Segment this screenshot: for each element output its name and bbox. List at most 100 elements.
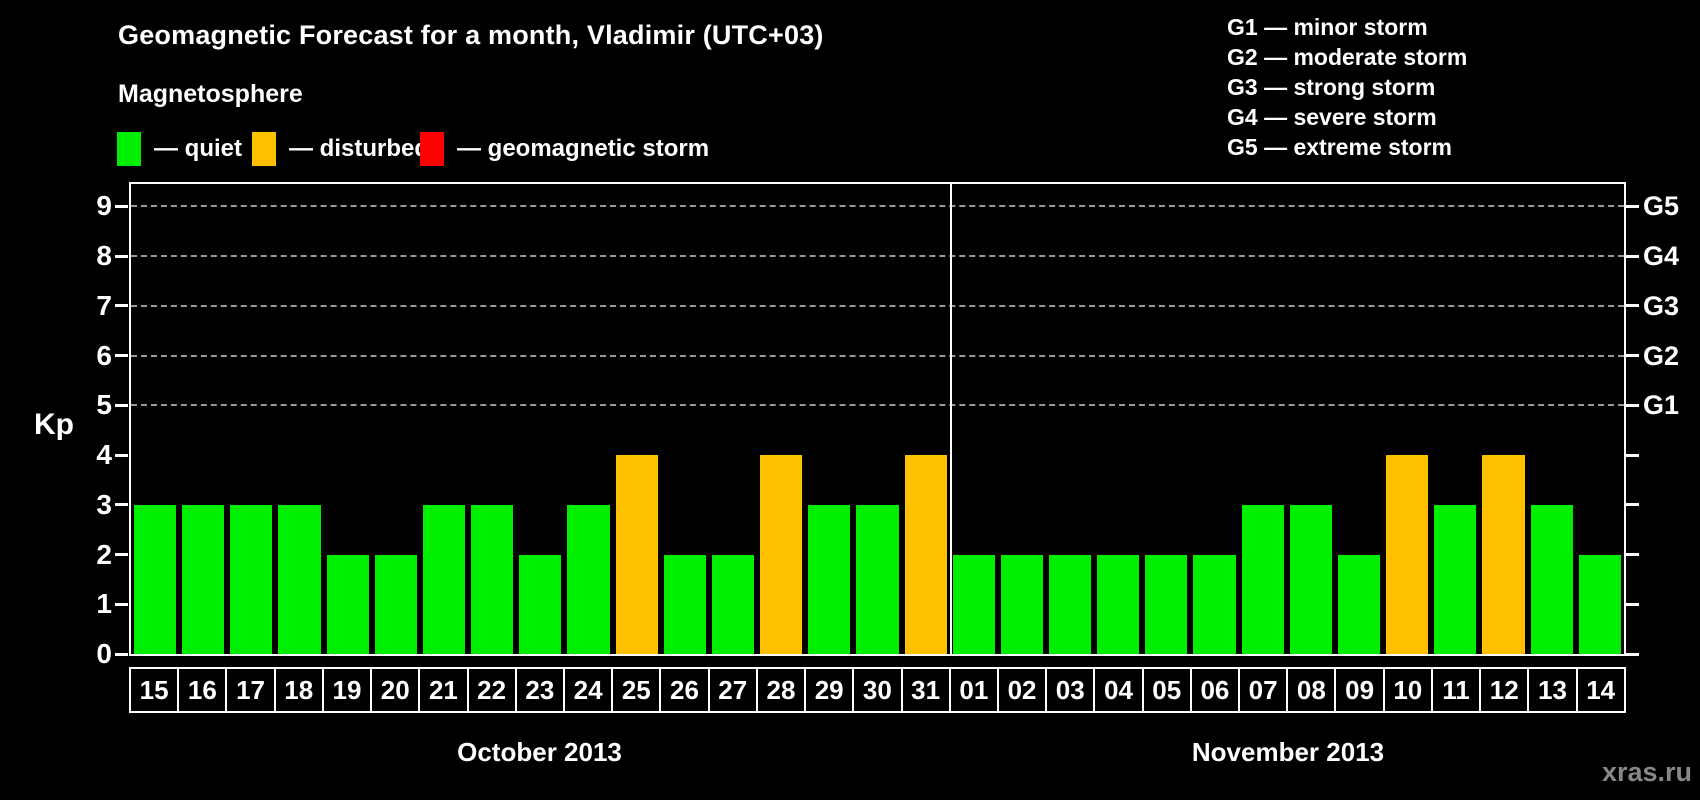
day-label-20: 20 [370, 667, 421, 713]
legend-label-storm: — geomagnetic storm [457, 135, 710, 162]
day-label-15: 15 [129, 667, 180, 713]
month-separator-line [949, 184, 952, 654]
kp-bar-day-22-value-3 [471, 504, 514, 654]
right-tick-kp-4 [1626, 453, 1639, 457]
y-tick-label-8: 8 [96, 240, 112, 272]
bar-column-day-26 [661, 184, 709, 654]
disturbed-color-swatch [252, 132, 276, 166]
day-label-14: 14 [1575, 667, 1626, 713]
bar-column-day-17 [227, 184, 275, 654]
day-label-02: 02 [996, 667, 1048, 713]
g-legend-line-g1: G1 — minor storm [1227, 14, 1428, 40]
bar-column-day-19 [324, 184, 372, 654]
gridline-kp-5 [131, 404, 1624, 407]
day-label-05: 05 [1141, 667, 1192, 713]
kp-bar-day-18-value-3 [278, 504, 321, 654]
kp-bar-day-10-value-4 [1386, 455, 1429, 654]
right-tick-kp-1 [1626, 602, 1639, 606]
kp-bar-day-07-value-3 [1241, 504, 1284, 654]
kp-bar-day-03-value-2 [1048, 554, 1092, 654]
kp-bar-day-05-value-2 [1145, 554, 1188, 654]
left-tick-kp-6 [115, 354, 128, 358]
kp-bar-day-29-value-3 [808, 504, 851, 654]
bar-column-day-11 [1431, 184, 1479, 654]
g-axis-label-g2: G2 [1643, 340, 1680, 371]
day-label-22: 22 [466, 667, 517, 713]
kp-bar-day-31-value-4 [904, 455, 947, 654]
day-label-29: 29 [804, 667, 855, 713]
bars-layer [131, 184, 1624, 654]
right-tick-kp-5 [1626, 403, 1639, 407]
bar-column-day-27 [709, 184, 757, 654]
day-label-17: 17 [225, 667, 276, 713]
bar-column-day-09 [1335, 184, 1383, 654]
left-tick-kp-3 [115, 503, 128, 507]
day-label-08: 08 [1286, 667, 1337, 713]
left-tick-kp-4 [115, 453, 128, 457]
kp-bar-day-17-value-3 [230, 504, 273, 654]
bar-column-day-02 [998, 184, 1046, 654]
kp-bar-day-06-value-2 [1193, 554, 1236, 654]
bar-column-day-16 [179, 184, 227, 654]
right-tick-kp-7 [1626, 304, 1639, 308]
g-axis-label-g1: G1 [1643, 390, 1680, 421]
y-tick-label-7: 7 [96, 289, 112, 321]
gridline-kp-8 [131, 255, 1624, 258]
day-label-21: 21 [418, 667, 469, 713]
storm-color-swatch [420, 132, 444, 166]
kp-bar-day-21-value-3 [422, 504, 466, 654]
day-label-11: 11 [1430, 667, 1482, 713]
bar-column-day-15 [131, 184, 179, 654]
bar-column-day-29 [805, 184, 853, 654]
magnetosphere-legend-title: Magnetosphere [118, 80, 303, 108]
watermark-xras: xras.ru [1601, 757, 1692, 787]
legend-item-quiet: — quiet [117, 130, 242, 168]
y-tick-label-4: 4 [96, 439, 112, 471]
bar-column-day-22 [468, 184, 516, 654]
gridline-kp-6 [131, 354, 1624, 357]
bar-column-day-21 [420, 184, 468, 654]
day-label-10: 10 [1382, 667, 1433, 713]
bar-column-day-25 [613, 184, 661, 654]
day-label-18: 18 [273, 667, 324, 713]
kp-bar-day-12-value-4 [1482, 455, 1525, 654]
kp-bar-day-19-value-2 [326, 554, 369, 654]
x-axis-day-labels: 15 16 17 18 19 20 21 22 23 24 25 26 27 28 29 30 31 01 02 03… [129, 667, 1626, 713]
bar-column-day-04 [1094, 184, 1142, 654]
right-tick-kp-0 [1626, 652, 1639, 656]
bar-column-day-12 [1479, 184, 1527, 654]
left-tick-kp-8 [115, 254, 128, 258]
day-label-13: 13 [1527, 667, 1578, 713]
bar-column-day-08 [1287, 184, 1335, 654]
y-axis-title: Kp [34, 408, 74, 441]
left-tick-kp-9 [115, 204, 128, 208]
month-label-october: October 2013 [457, 737, 622, 767]
month-label-november: November 2013 [1191, 737, 1385, 767]
bar-column-day-23 [516, 184, 564, 654]
day-label-24: 24 [562, 667, 614, 713]
g-legend-line-g5: G5 — extreme storm [1227, 134, 1452, 160]
kp-bar-day-24-value-3 [567, 504, 610, 654]
g-axis-label-g5: G5 [1643, 191, 1680, 222]
y-tick-label-3: 3 [96, 488, 112, 520]
y-tick-label-6: 6 [96, 339, 112, 371]
bar-column-day-24 [564, 184, 612, 654]
legend-label-disturbed: — disturbed [289, 135, 430, 162]
bar-column-day-20 [372, 184, 420, 654]
kp-bar-day-09-value-2 [1337, 554, 1381, 654]
day-label-09: 09 [1334, 667, 1385, 713]
day-label-03: 03 [1045, 667, 1096, 713]
kp-bar-day-26-value-2 [663, 554, 706, 654]
right-tick-kp-3 [1626, 503, 1639, 507]
day-label-30: 30 [852, 667, 903, 713]
bar-column-day-10 [1383, 184, 1431, 654]
y-tick-label-2: 2 [96, 538, 112, 570]
day-label-04: 04 [1093, 667, 1144, 713]
kp-bar-day-20-value-2 [374, 554, 417, 654]
kp-bar-day-15-value-3 [134, 504, 177, 654]
bar-column-day-07 [1239, 184, 1287, 654]
legend-label-quiet: — quiet [154, 135, 242, 162]
bar-column-day-30 [853, 184, 901, 654]
bar-column-day-18 [275, 184, 323, 654]
